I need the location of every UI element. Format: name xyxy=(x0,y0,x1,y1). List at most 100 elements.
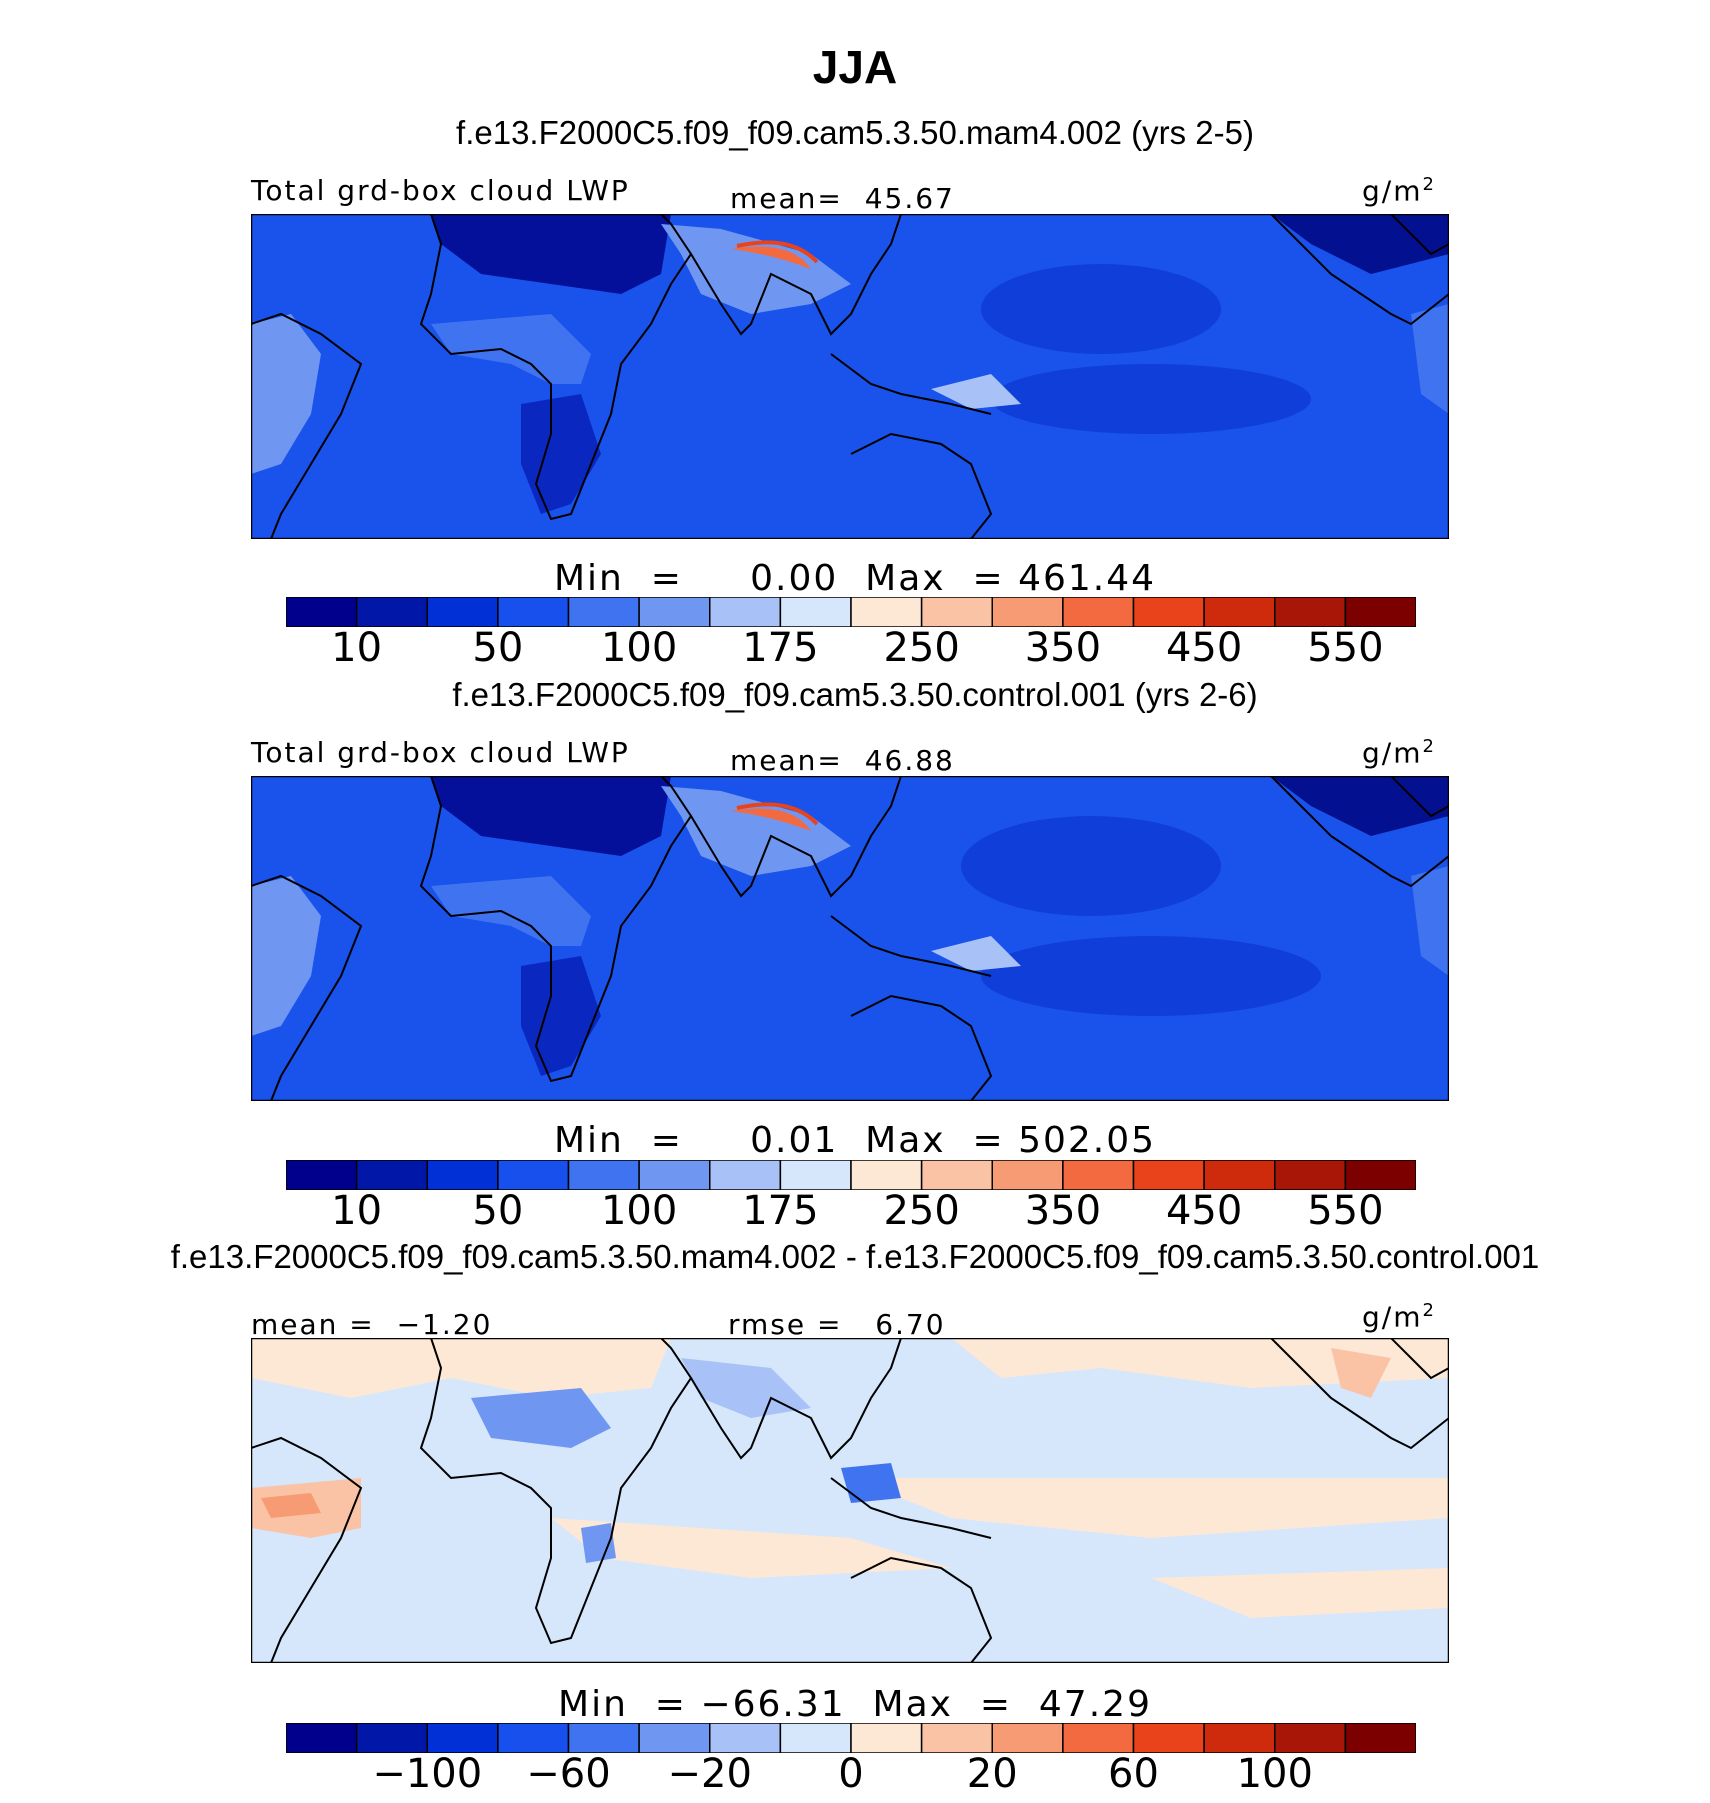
colorbar-bin xyxy=(850,597,923,627)
colorbar-bin xyxy=(779,1160,852,1190)
panel3-north-pos xyxy=(251,1338,671,1398)
colorbar-tick-label: 175 xyxy=(742,1188,819,1234)
panel1-min-label: Min = xyxy=(553,558,683,599)
colorbar-bin xyxy=(1062,597,1135,627)
colorbar-tick-label: 20 xyxy=(966,1751,1018,1797)
panel3-minmax: Min = −66.31 Max = 47.29 xyxy=(0,1684,1710,1725)
colorbar-bin xyxy=(709,597,782,627)
colorbar-tick-label: 10 xyxy=(331,625,383,671)
colorbar-tick-label: 350 xyxy=(1024,625,1102,671)
panel3-min-label: Min = xyxy=(558,1684,687,1725)
colorbar-bin xyxy=(779,1723,852,1753)
colorbar-bin xyxy=(638,597,711,627)
colorbar-bin xyxy=(497,1723,570,1753)
panel3-sahel-neg xyxy=(471,1388,611,1448)
colorbar-bin xyxy=(497,1160,570,1190)
colorbar-tick-label: 175 xyxy=(742,625,819,671)
panel2-mexico-dry xyxy=(1271,776,1449,836)
colorbar-tick-label: −100 xyxy=(372,1751,483,1797)
panel3-mexico-pos xyxy=(1331,1348,1391,1398)
panel2-variable-label: Total grd-box cloud LWP xyxy=(251,736,630,769)
panel3-amazon-peak xyxy=(261,1493,321,1518)
panel2-colorbar xyxy=(286,1160,1416,1190)
panel1-kalahari xyxy=(521,394,601,514)
panel3-rmse-value: 6.70 xyxy=(875,1308,946,1341)
colorbar-bin xyxy=(1062,1723,1135,1753)
colorbar-bin xyxy=(1344,1160,1416,1190)
panel2-coastlines xyxy=(251,776,1449,1101)
panel2-map xyxy=(251,776,1449,1101)
colorbar-tick-label: −20 xyxy=(667,1751,752,1797)
panel3-title: f.e13.F2000C5.f09_f09.cam5.3.50.mam4.002… xyxy=(170,1238,1540,1275)
panel1-samerica-west xyxy=(251,314,321,474)
colorbar-bin xyxy=(1274,1160,1347,1190)
panel3-borneo-neg xyxy=(841,1463,901,1503)
panel3-map xyxy=(251,1338,1449,1663)
panel3-min-value: −66.31 xyxy=(700,1684,846,1725)
colorbar-bin xyxy=(709,1723,782,1753)
colorbar-bin xyxy=(1132,1723,1205,1753)
panel3-max-label: Max = xyxy=(872,1684,1013,1725)
panel1-colorbar xyxy=(286,597,1416,627)
panel1-min-value: 0.00 xyxy=(750,558,839,599)
colorbar-bin xyxy=(286,1160,358,1190)
panel3-io-pos xyxy=(551,1518,951,1578)
colorbar-tick-label: 0 xyxy=(838,1751,864,1797)
colorbar-tick-label: 250 xyxy=(883,625,960,671)
panel2-title: f.e13.F2000C5.f09_f09.cam5.3.50.control.… xyxy=(452,676,1258,713)
panel1-variable-label: Total grd-box cloud LWP xyxy=(251,174,630,207)
panel3-spac-pos xyxy=(1151,1568,1449,1618)
colorbar-bin xyxy=(779,597,852,627)
panel1-mean-value: 45.67 xyxy=(864,182,955,215)
colorbar-bin xyxy=(1203,1723,1276,1753)
colorbar-bin xyxy=(1203,1160,1276,1190)
panel1-units: g/m2 xyxy=(1362,174,1436,207)
colorbar-tick-label: 450 xyxy=(1165,1188,1243,1234)
colorbar-bin xyxy=(1274,1723,1347,1753)
panel3-rmse-text: rmse = xyxy=(728,1308,843,1341)
panel1-india-tibet xyxy=(661,224,851,314)
panel1-coastlines xyxy=(251,214,1449,539)
colorbar-bin xyxy=(920,1723,994,1753)
colorbar-tick-label: 550 xyxy=(1307,1188,1384,1234)
panel2-ocean-field xyxy=(251,776,1449,1101)
panel2-max-label: Max = xyxy=(865,1120,1005,1161)
panel2-himalaya-peak xyxy=(731,808,811,831)
colorbar-tick-label: 250 xyxy=(883,1188,960,1234)
panel3-rmse-label: rmse = 6.70 xyxy=(728,1308,946,1341)
colorbar-tick-label: 100 xyxy=(600,625,678,671)
colorbar-bin xyxy=(286,1723,358,1753)
colorbar-tick-label: 350 xyxy=(1024,1188,1102,1234)
colorbar-tick-label: 10 xyxy=(331,1188,383,1234)
panel2-pacific-low xyxy=(961,816,1221,916)
colorbar-bin xyxy=(709,1160,782,1190)
colorbar-bin xyxy=(1274,597,1347,627)
panel1-map xyxy=(251,214,1449,539)
colorbar-bin xyxy=(426,1160,499,1190)
panel1-pacific-low xyxy=(981,264,1221,354)
panel1-pacific-low2 xyxy=(991,364,1311,434)
colorbar-bin xyxy=(638,1160,711,1190)
panel3-north-pos2 xyxy=(951,1338,1449,1388)
colorbar-bin xyxy=(567,1723,640,1753)
panel1-samerica-east xyxy=(1411,304,1449,414)
colorbar-bin xyxy=(497,597,570,627)
panel2-newguinea xyxy=(931,936,1021,971)
panel3-eq-pos xyxy=(851,1478,1449,1538)
colorbar-bin xyxy=(1344,597,1416,627)
colorbar-bin xyxy=(567,597,640,627)
colorbar-bin xyxy=(355,1723,429,1753)
colorbar-tick-label: 50 xyxy=(472,1188,524,1234)
colorbar-tick-label: 60 xyxy=(1108,1751,1159,1797)
colorbar-tick-label: 450 xyxy=(1165,625,1243,671)
panel2-samerica-east xyxy=(1411,866,1449,976)
panel3-eafrica-neg xyxy=(581,1523,616,1563)
panel2-min-value: 0.01 xyxy=(750,1120,839,1161)
panel3-mean-text: mean = xyxy=(251,1308,375,1341)
panel2-india-tibet xyxy=(661,786,851,876)
panel1-title: f.e13.F2000C5.f09_f09.cam5.3.50.mam4.002… xyxy=(456,114,1254,151)
panel1-units-base: g/m xyxy=(1362,174,1423,208)
panel2-mean-label: mean= 46.88 xyxy=(730,744,955,777)
panel1-sahara xyxy=(431,214,671,294)
panel2-kalahari xyxy=(521,956,601,1076)
